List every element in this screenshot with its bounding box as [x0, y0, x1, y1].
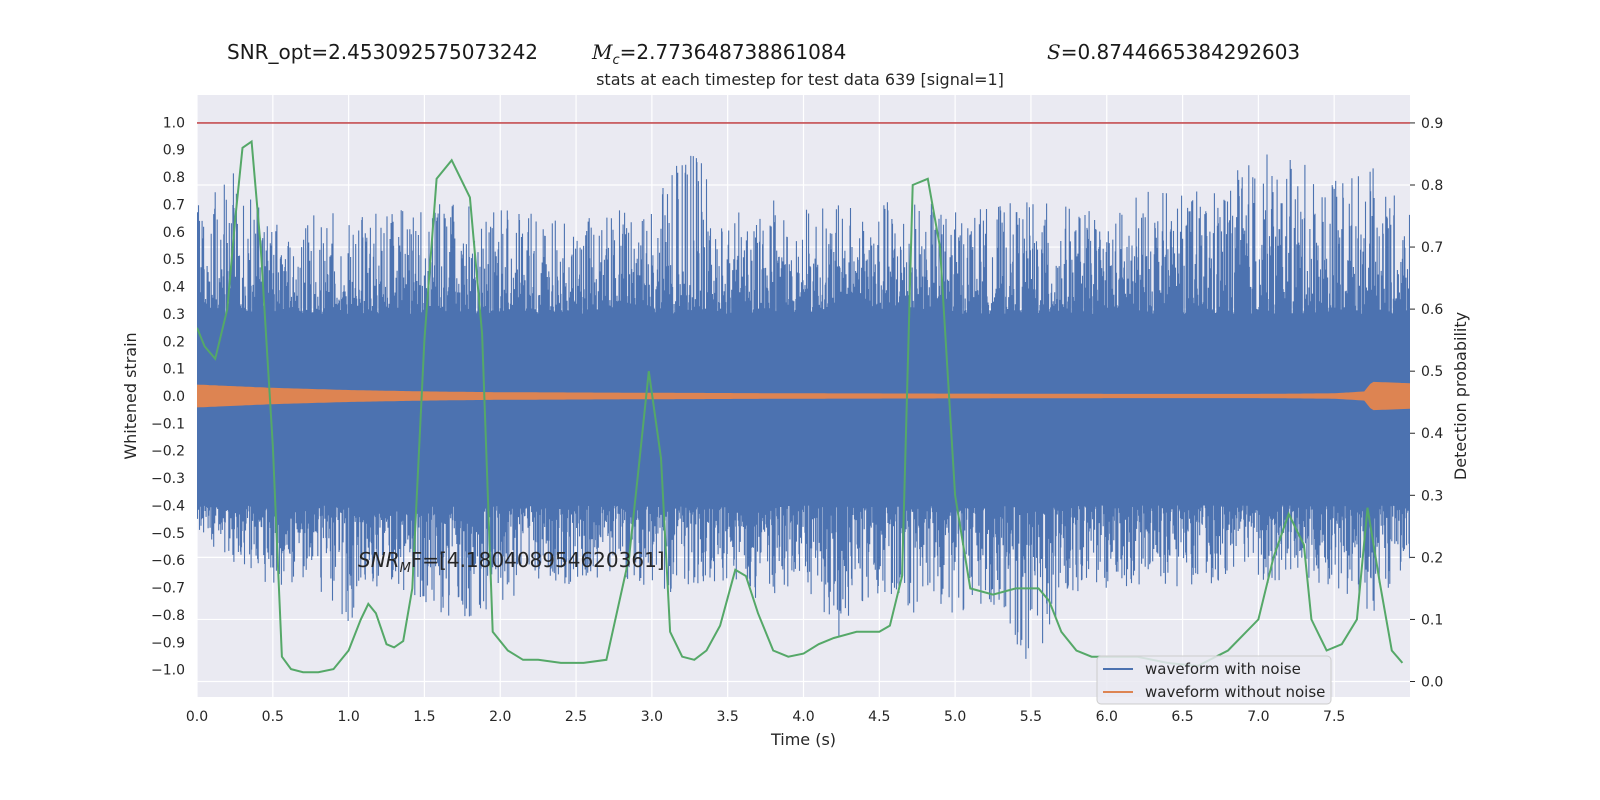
- y2-tick-label: 0.2: [1421, 550, 1443, 566]
- x-tick-label: 7.5: [1323, 709, 1345, 725]
- plot-area: [197, 122, 1410, 674]
- y-tick-label: −0.5: [151, 526, 185, 542]
- x-tick-label: 4.0: [792, 709, 814, 725]
- legend-label-noise: waveform with noise: [1145, 660, 1301, 678]
- snr-opt-label: SNR_opt=2.453092575073242: [227, 40, 539, 64]
- x-tick-label: 7.0: [1247, 709, 1269, 725]
- chart-title: stats at each timestep for test data 639…: [596, 70, 1004, 89]
- x-tick-label: 5.0: [944, 709, 966, 725]
- snr-mf-subscript: M: [399, 561, 411, 576]
- snr-mf-value: F=[4.180408954620361]: [410, 548, 665, 572]
- x-axis: 0.0 0.5 1.0 1.5 2.0 2.5 3.0 3.5 4.0 4.5 5.0 5.5 6.0 6…: [186, 709, 1345, 725]
- x-tick-label: 4.5: [868, 709, 890, 725]
- series-waveform-without-noise: [197, 381, 1410, 411]
- y-tick-label: −0.8: [151, 608, 185, 624]
- y-tick-label: 0.7: [163, 197, 185, 213]
- y-tick-label: −0.2: [151, 444, 185, 460]
- y2-tick-label: 0.4: [1421, 426, 1443, 442]
- y-tick-label: 0.1: [163, 362, 185, 378]
- legend: waveform with noise waveform without noi…: [1096, 655, 1332, 705]
- y-tick-label: 0.8: [163, 170, 185, 186]
- y-tick-label: −1.0: [151, 663, 185, 679]
- y-tick-label: −0.9: [151, 635, 185, 651]
- y-tick-label: 0.4: [163, 280, 185, 296]
- clean-waveform-envelope: [197, 381, 1410, 411]
- x-tick-label: 1.0: [337, 709, 359, 725]
- y-tick-label: −0.7: [151, 581, 185, 597]
- legend-box: [1096, 655, 1332, 705]
- y-tick-label: −0.4: [151, 498, 185, 514]
- x-tick-label: 6.5: [1171, 709, 1193, 725]
- x-tick-label: 2.5: [565, 709, 587, 725]
- s-symbol: S: [1047, 40, 1061, 64]
- x-tick-label: 2.0: [489, 709, 511, 725]
- y2-tick-label: 0.3: [1421, 488, 1443, 504]
- x-tick-label: 1.5: [413, 709, 435, 725]
- y2-tick-label: 0.8: [1421, 178, 1443, 194]
- mc-value: =2.773648738861084: [619, 40, 847, 64]
- x-tick-label: 6.0: [1096, 709, 1118, 725]
- y-tick-label: 0.0: [163, 389, 185, 405]
- y-tick-label: 0.6: [163, 225, 185, 241]
- y2-axis-label: Detection probability: [1451, 312, 1470, 480]
- x-tick-label: 5.5: [1020, 709, 1042, 725]
- chirp-mass-label: Mc=2.773648738861084: [592, 40, 846, 68]
- y2-tick-label: 0.9: [1421, 116, 1443, 132]
- legend-label-clean: waveform without noise: [1145, 683, 1325, 701]
- series-waveform-with-noise: [197, 154, 1410, 659]
- mc-symbol: M: [592, 40, 613, 64]
- y2-tick-label: 0.0: [1421, 674, 1443, 690]
- y-tick-label: 0.2: [163, 334, 185, 350]
- y-tick-label: −0.1: [151, 416, 185, 432]
- y-tick-label: −0.3: [151, 471, 185, 487]
- y-axis-label: Whitened strain: [121, 332, 140, 459]
- x-axis-label: Time (s): [770, 730, 836, 749]
- y-tick-label: 0.5: [163, 252, 185, 268]
- y-axis-right: 0.9 0.8 0.7 0.6 0.5 0.4 0.3 0.2 0.1 0.0: [1410, 116, 1443, 690]
- y2-tick-label: 0.5: [1421, 364, 1443, 380]
- y-tick-label: 0.3: [163, 307, 185, 323]
- snr-mf-annotation: SNRMF=[4.180408954620361]: [358, 548, 665, 576]
- x-tick-label: 0.0: [186, 709, 208, 725]
- x-tick-label: 0.5: [262, 709, 284, 725]
- s-value: =0.8744665384292603: [1060, 40, 1301, 64]
- y-tick-label: −0.6: [151, 553, 185, 569]
- y2-tick-label: 0.6: [1421, 302, 1443, 318]
- y2-tick-label: 0.7: [1421, 240, 1443, 256]
- x-tick-label: 3.5: [717, 709, 739, 725]
- x-tick-label: 3.0: [641, 709, 663, 725]
- y-tick-label: 1.0: [163, 115, 185, 131]
- mc-subscript: c: [612, 53, 620, 68]
- s-statistic-label: S=0.8744665384292603: [1047, 40, 1300, 64]
- y-axis-left: 1.0 0.9 0.8 0.7 0.6 0.5 0.4 0.3 0.2 0.1 0.0 −0.1 −0.…: [151, 115, 185, 678]
- y-tick-label: 0.9: [163, 143, 185, 159]
- y2-tick-label: 0.1: [1421, 612, 1443, 628]
- snr-mf-symbol: SNR: [358, 548, 400, 572]
